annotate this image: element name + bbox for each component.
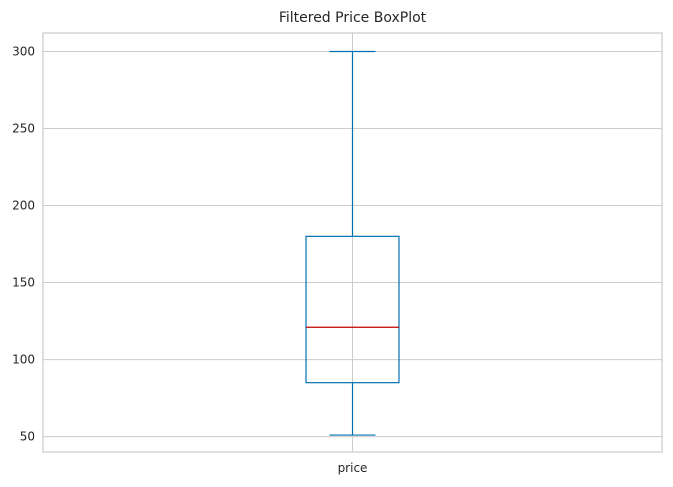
y-tick-label-50: 50 [20,430,35,444]
y-tick-label-300: 300 [12,44,35,58]
x-tick-label-price: price [338,461,368,475]
y-tick-label-100: 100 [12,353,35,367]
y-tick-label-250: 250 [12,122,35,136]
y-axis-ticks: 50 100 150 200 250 300 price [12,44,367,475]
y-tick-label-150: 150 [12,276,35,290]
chart-title: Filtered Price BoxPlot [279,10,427,26]
box-price [305,50,400,436]
y-tick-label-200: 200 [12,199,35,213]
box-body [305,235,400,384]
box-series [305,50,400,436]
